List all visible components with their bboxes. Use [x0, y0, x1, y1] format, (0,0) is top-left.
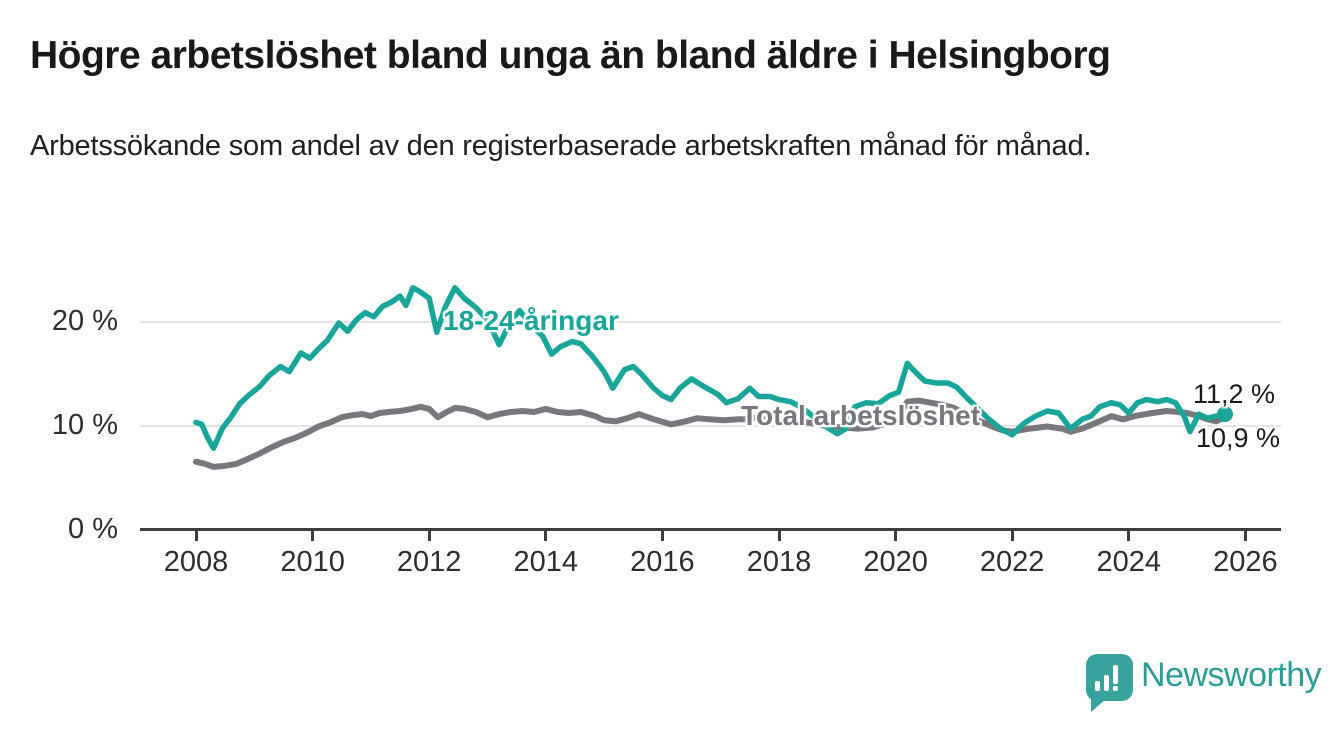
series-label-total: Total arbetslöshet — [741, 400, 981, 431]
x-tick-label-2018: 2018 — [746, 546, 812, 578]
x-tick-2008 — [194, 531, 198, 541]
x-tick-label-2020: 2020 — [863, 546, 928, 578]
chart-subtitle: Arbetssökande som andel av den registerb… — [30, 130, 1092, 162]
newsworthy-logo-icon — [1086, 654, 1133, 712]
x-tick-2020 — [894, 531, 898, 541]
line-18-24-ringar — [193, 285, 1228, 451]
series-label-youth: 18-24-åringar — [443, 305, 619, 336]
x-tick-2016 — [660, 531, 664, 541]
x-tick-label-2016: 2016 — [630, 546, 695, 578]
line-total-arbetsl-shet — [193, 397, 1228, 470]
x-tick-label-2010: 2010 — [280, 546, 345, 578]
x-tick-2022 — [1010, 531, 1014, 541]
x-tick-2018 — [777, 531, 781, 541]
gridline-10-percent — [140, 425, 1281, 427]
newsworthy-wordmark: Newsworthy — [1141, 656, 1322, 694]
bar-chart-icon — [1095, 665, 1125, 691]
chart-title: Högre arbetslöshet bland unga än bland ä… — [30, 34, 1111, 77]
x-tick-label-2024: 2024 — [1096, 546, 1162, 578]
x-tick-2024 — [1127, 531, 1131, 541]
x-tick-label-2014: 2014 — [513, 546, 579, 578]
x-tick-2014 — [544, 531, 548, 541]
y-axis-label-10: 10 % — [51, 409, 118, 441]
end-value-label-youth: 11,2 % — [1193, 379, 1276, 409]
y-axis-label-20: 20 % — [51, 305, 118, 337]
x-tick-2026 — [1243, 531, 1247, 541]
y-axis-label-0: 0 % — [68, 513, 118, 545]
x-tick-label-2026: 2026 — [1213, 546, 1278, 578]
x-tick-label-2008: 2008 — [163, 546, 229, 578]
gridline-20-percent — [140, 321, 1281, 323]
x-tick-label-2022: 2022 — [979, 546, 1045, 578]
x-tick-label-2012: 2012 — [396, 546, 462, 578]
end-value-label-total: 10,9 % — [1196, 423, 1281, 453]
x-tick-2010 — [311, 531, 315, 541]
x-tick-2012 — [427, 531, 431, 541]
endpoint-dot — [1217, 406, 1233, 423]
x-axis-line — [140, 528, 1281, 531]
